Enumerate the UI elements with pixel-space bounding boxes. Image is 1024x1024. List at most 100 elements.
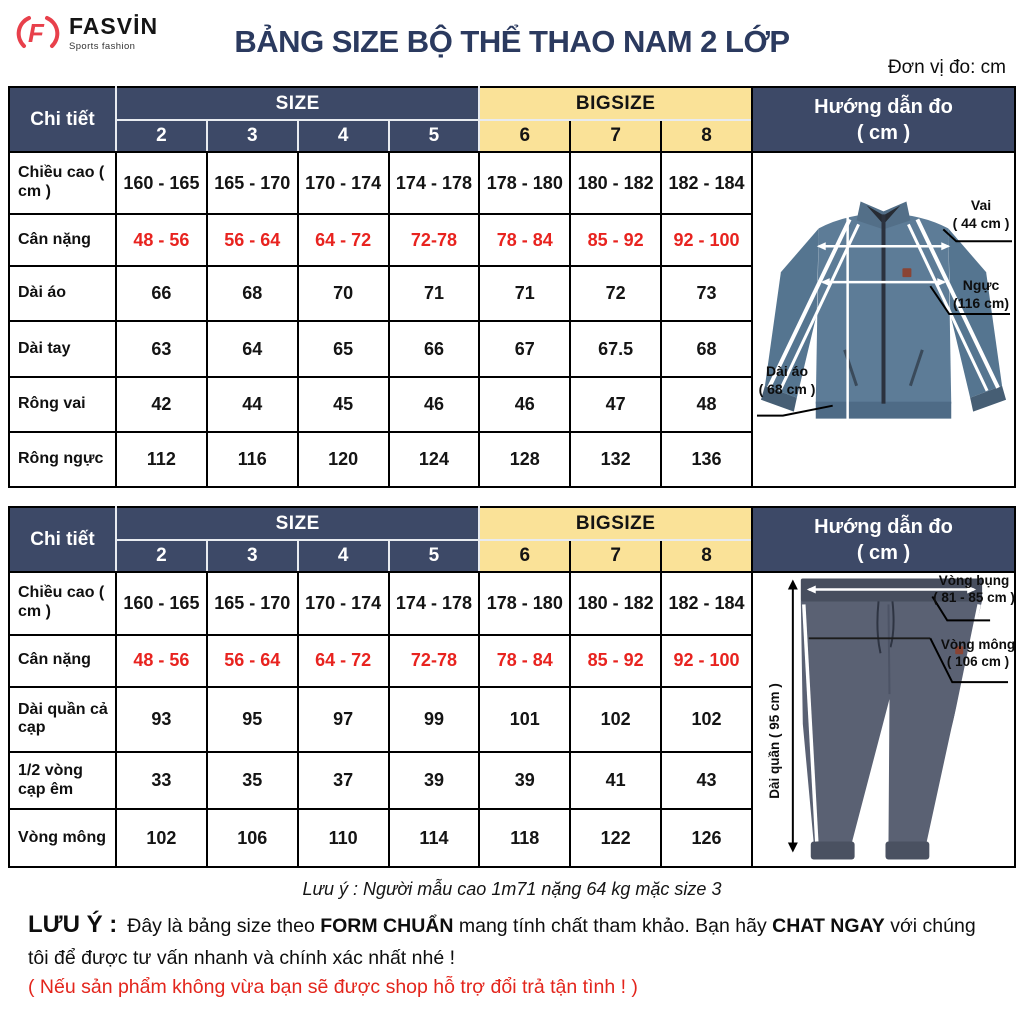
bigsize-column-header: 6 <box>478 119 572 153</box>
value-cell: 92 - 100 <box>660 213 753 268</box>
jacket-section: Chi tiết SIZE BIGSIZE 2 3 4 5 6 7 8 Chiều cao ( cm… <box>8 86 1016 489</box>
table-row: Dài tay 63 64 65 66 67 67.5 68 <box>8 320 753 378</box>
value-cell: 56 - 64 <box>205 213 299 268</box>
value-cell: 78 - 84 <box>478 633 572 689</box>
value-cell: 128 <box>478 430 572 489</box>
shoulder-measure-label: Vai ( 44 cm ) <box>952 197 1010 231</box>
hip-measure-label: Vòng mông ( 106 cm ) <box>940 637 1016 669</box>
value-cell: 180 - 182 <box>569 571 663 636</box>
value-cell: 85 - 92 <box>569 633 663 689</box>
value-cell: 174 - 178 <box>387 571 481 636</box>
value-cell: 170 - 174 <box>296 150 390 216</box>
page-title: BẢNG SIZE BỘ THỂ THAO NAM 2 LỚP <box>234 24 790 59</box>
table-row: Chiều cao ( cm ) 160 - 165 165 - 170 170 - … <box>8 150 753 216</box>
value-cell: 71 <box>387 265 481 323</box>
jacket-guide-body: Vai ( 44 cm ) Ngực (116 cm) Dài áo ( 68 … <box>753 153 1014 486</box>
value-cell: 66 <box>115 265 208 323</box>
value-cell: 110 <box>296 808 390 868</box>
guide-header: Hướng dẫn đo ( cm ) <box>753 88 1014 153</box>
bigsize-column-header: 7 <box>569 539 663 573</box>
value-cell: 99 <box>387 686 481 753</box>
value-cell: 71 <box>478 265 572 323</box>
table-row: Vòng mông 102 106 110 114 118 122 126 <box>8 808 753 868</box>
value-cell: 132 <box>569 430 663 489</box>
value-cell: 124 <box>387 430 481 489</box>
value-cell: 64 - 72 <box>296 213 390 268</box>
bigsize-column-header: 8 <box>660 539 753 573</box>
value-cell: 170 - 174 <box>296 571 390 636</box>
value-cell: 114 <box>387 808 481 868</box>
value-cell: 136 <box>660 430 753 489</box>
value-cell: 102 <box>660 686 753 753</box>
row-label: 1/2 vòng cạp êm <box>8 750 117 811</box>
row-label: Chiều cao ( cm ) <box>8 150 117 216</box>
value-cell: 65 <box>296 320 390 378</box>
table-row: Rông ngực 112 116 120 124 128 132 136 <box>8 430 753 489</box>
value-cell: 68 <box>660 320 753 378</box>
value-cell: 56 - 64 <box>205 633 299 689</box>
page-header: F FASVİN Sports fashion BẢNG SIZE BỘ THỂ… <box>0 0 1024 86</box>
size-column-header: 2 <box>115 539 208 573</box>
value-cell: 68 <box>205 265 299 323</box>
value-cell: 97 <box>296 686 390 753</box>
row-label: Dài tay <box>8 320 117 378</box>
value-cell: 72-78 <box>387 633 481 689</box>
value-cell: 45 <box>296 375 390 433</box>
exchange-note: ( Nếu sản phẩm không vừa bạn sẽ được sho… <box>28 976 638 999</box>
pants-illustration <box>787 578 1009 860</box>
bigsize-column-header: 8 <box>660 119 753 153</box>
value-cell: 66 <box>387 320 481 378</box>
value-cell: 120 <box>296 430 390 489</box>
size-column-header: 2 <box>115 119 208 153</box>
table-row: Cân nặng 48 - 56 56 - 64 64 - 72 72-78 78 - 8… <box>8 213 753 268</box>
value-cell: 73 <box>660 265 753 323</box>
value-cell: 41 <box>569 750 663 811</box>
value-cell: 160 - 165 <box>115 150 208 216</box>
bigsize-column-header: 6 <box>478 539 572 573</box>
size-column-header: 4 <box>296 119 390 153</box>
value-cell: 85 - 92 <box>569 213 663 268</box>
value-cell: 126 <box>660 808 753 868</box>
warning-text: Đây là bảng size theo FORM CHUẨN mang tí… <box>28 915 976 969</box>
value-cell: 63 <box>115 320 208 378</box>
bigsize-group-header: BIGSIZE <box>478 506 753 541</box>
row-label: Dài quần cả cạp <box>8 686 117 753</box>
value-cell: 78 - 84 <box>478 213 572 268</box>
value-cell: 35 <box>205 750 299 811</box>
unit-note: Đơn vị đo: cm <box>887 57 1006 78</box>
value-cell: 46 <box>478 375 572 433</box>
bigsize-column-header: 7 <box>569 119 663 153</box>
value-cell: 67 <box>478 320 572 378</box>
value-cell: 92 - 100 <box>660 633 753 689</box>
value-cell: 182 - 184 <box>660 150 753 216</box>
value-cell: 33 <box>115 750 208 811</box>
value-cell: 182 - 184 <box>660 571 753 636</box>
brand-name: FASVİN <box>69 12 159 39</box>
value-cell: 46 <box>387 375 481 433</box>
row-label: Cân nặng <box>8 213 117 268</box>
value-cell: 39 <box>387 750 481 811</box>
value-cell: 43 <box>660 750 753 811</box>
table-row: Rông vai 42 44 45 46 46 47 48 <box>8 375 753 433</box>
footer-notes: Lưu ý : Người mẫu cao 1m71 nặng 64 kg mặ… <box>0 879 1024 999</box>
size-column-header: 5 <box>387 119 481 153</box>
table-row: 1/2 vòng cạp êm 33 35 37 39 39 41 43 <box>8 750 753 811</box>
table-row: Chiều cao ( cm ) 160 - 165 165 - 170 170 - … <box>8 571 753 636</box>
svg-text:F: F <box>28 18 45 48</box>
guide-title-line1: Hướng dẫn đo <box>814 95 953 118</box>
table-row: Dài quần cả cạp 93 95 97 99 101 102 102 <box>8 686 753 753</box>
value-cell: 174 - 178 <box>387 150 481 216</box>
size-group-header: SIZE <box>114 86 481 121</box>
value-cell: 39 <box>478 750 572 811</box>
value-cell: 48 - 56 <box>115 633 208 689</box>
row-label: Cân nặng <box>8 633 117 689</box>
warning-plain-text: mang tính chất tham khảo. Bạn hãy <box>453 915 773 937</box>
brand-logo: F FASVİN Sports fashion <box>14 9 158 57</box>
pants-guide-body: Vòng bụng ( 81 - 85 cm ) Vòng mông ( 106… <box>753 573 1016 866</box>
guide-title-line2: ( cm ) <box>856 541 911 564</box>
value-cell: 64 - 72 <box>296 633 390 689</box>
pants-length-measure-label: Dài quần ( 95 cm ) <box>767 683 782 799</box>
value-cell: 70 <box>296 265 390 323</box>
value-cell: 72 <box>569 265 663 323</box>
